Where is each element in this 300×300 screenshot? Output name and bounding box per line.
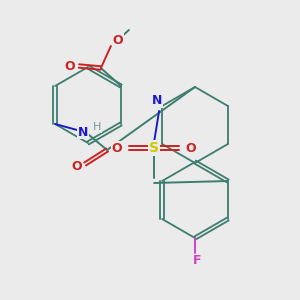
Text: N: N (152, 94, 162, 107)
Text: N: N (78, 125, 88, 139)
Text: S: S (149, 141, 159, 155)
Text: O: O (72, 160, 83, 173)
Text: O: O (112, 142, 122, 154)
Text: H: H (93, 122, 101, 132)
Text: O: O (186, 142, 196, 154)
Text: O: O (64, 59, 75, 73)
Text: O: O (112, 34, 123, 46)
Text: F: F (193, 254, 201, 268)
